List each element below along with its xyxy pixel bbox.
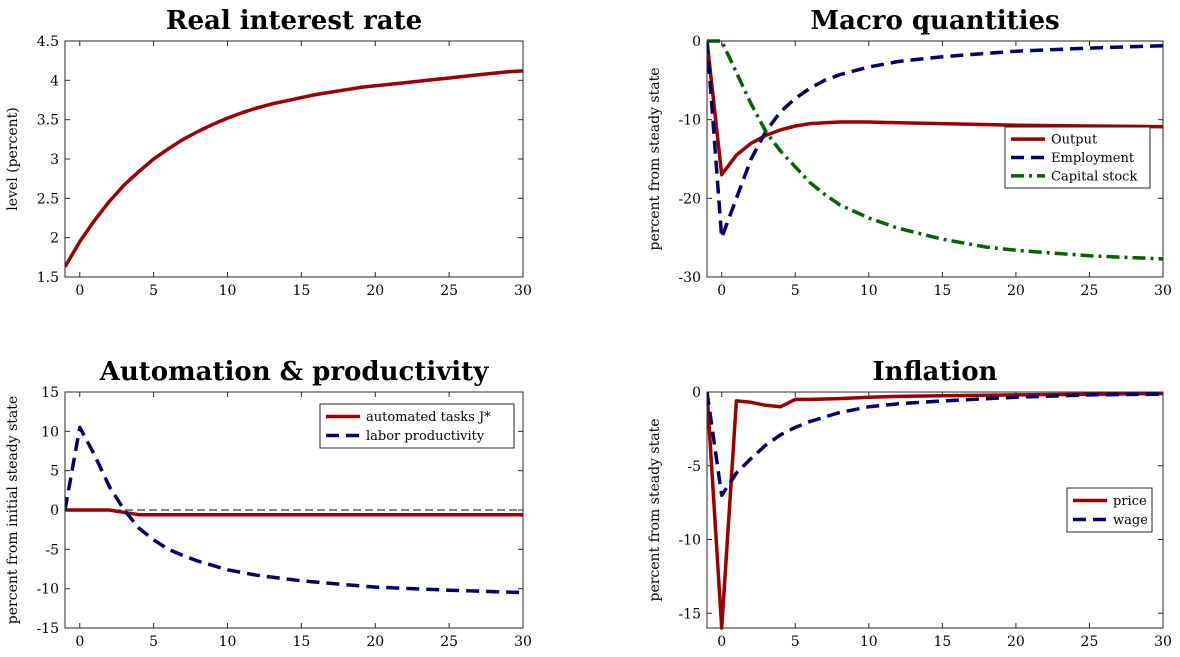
x-tick-label: 10 [860, 634, 878, 650]
y-tick-label: -20 [678, 191, 701, 207]
series-line-wage [707, 391, 1163, 498]
y-tick-label: -10 [678, 113, 701, 129]
legend-entry-label: labor productivity [366, 429, 485, 444]
y-axis-label: level (percent) [5, 107, 21, 211]
legend-entry-label: Capital stock [1051, 169, 1137, 184]
y-tick-label: 4.5 [37, 34, 59, 50]
chart-title: Macro quantities [810, 6, 1059, 36]
x-tick-label: 5 [149, 283, 158, 299]
y-tick-label: -30 [678, 270, 701, 286]
y-tick-label: 15 [41, 385, 59, 401]
x-tick-label: 15 [292, 634, 310, 650]
y-axis-label: percent from steady state [647, 418, 663, 601]
x-tick-label: 30 [1154, 283, 1172, 299]
x-tick-label: 5 [791, 283, 800, 299]
y-tick-label: -10 [678, 533, 701, 549]
x-tick-label: 10 [219, 283, 237, 299]
y-tick-label: -5 [45, 542, 59, 558]
chart-panel-3: Automation & productivity percent from in… [5, 357, 532, 650]
y-tick-label: -10 [36, 582, 59, 598]
y-tick-label: 10 [41, 424, 59, 440]
legend-entry-label: Employment [1051, 151, 1135, 166]
x-tick-label: 10 [219, 634, 237, 650]
legend-entry-label: wage [1113, 513, 1148, 528]
x-tick-label: 20 [366, 283, 384, 299]
y-tick-label: -15 [678, 606, 701, 622]
x-tick-label: 10 [860, 283, 878, 299]
y-tick-label: 2 [50, 231, 59, 247]
plot-frame [706, 40, 1164, 278]
legend-box [1004, 126, 1151, 189]
x-tick-label: 25 [440, 634, 458, 650]
x-tick-label: 15 [933, 634, 951, 650]
x-tick-label: 20 [1007, 283, 1025, 299]
y-tick-label: 0 [692, 385, 701, 401]
y-tick-label: -15 [36, 621, 59, 637]
y-tick-label: 3.5 [37, 113, 59, 129]
y-tick-label: 4 [50, 73, 59, 89]
x-tick-label: 25 [440, 283, 458, 299]
x-tick-label: 20 [366, 634, 384, 650]
chart-title: Inflation [873, 357, 998, 387]
series-line-output [707, 40, 1163, 177]
chart-title: Real interest rate [166, 6, 422, 36]
y-axis-label: percent from steady state [647, 67, 663, 250]
series-line-labor-productivity [65, 425, 523, 595]
x-tick-label: 0 [717, 634, 726, 650]
y-tick-label: 0 [50, 503, 59, 519]
legend-entry-label: Output [1051, 133, 1098, 148]
y-axis-label: percent from initial steady state [5, 396, 21, 624]
x-tick-label: 5 [791, 634, 800, 650]
y-tick-label: 5 [50, 464, 59, 480]
x-tick-label: 20 [1007, 634, 1025, 650]
x-tick-label: 30 [514, 283, 532, 299]
x-tick-label: 25 [1081, 283, 1099, 299]
chart-panel-2: Macro quantities percent from steady stat… [647, 6, 1172, 299]
series-line-employment [707, 40, 1163, 240]
y-tick-label: -5 [687, 459, 701, 475]
legend-entry-label: price [1113, 494, 1147, 509]
y-tick-label: 1.5 [37, 270, 59, 286]
series-line-1 [65, 69, 523, 268]
legend: Output Employment Capital stock [1004, 126, 1151, 189]
legend: automated tasks J* labor productivity [319, 403, 515, 449]
x-tick-label: 30 [514, 634, 532, 650]
chart-panel-4: Inflation percent from steady state 0 5 10 15… [647, 357, 1172, 650]
legend-entry-label: automated tasks J* [366, 410, 491, 425]
x-tick-label: 0 [75, 283, 84, 299]
x-tick-label: 25 [1081, 634, 1099, 650]
legend-box [319, 403, 515, 449]
y-tick-label: 0 [692, 34, 701, 50]
y-tick-label: 2.5 [37, 191, 59, 207]
x-tick-label: 5 [149, 634, 158, 650]
plot-frame [706, 391, 1164, 629]
series-line-capital-stock [707, 39, 1163, 261]
legend-box [1066, 487, 1153, 533]
chart-panel-1: Real interest rate level (percent) 0 5 10 15 2… [5, 6, 532, 299]
series-line-automated-tasks-j- [65, 508, 523, 517]
y-tick-label: 3 [50, 152, 59, 168]
x-tick-label: 15 [292, 283, 310, 299]
series-line-price [707, 391, 1163, 630]
x-tick-label: 0 [717, 283, 726, 299]
x-tick-label: 15 [933, 283, 951, 299]
legend: price wage [1066, 487, 1153, 533]
x-tick-label: 30 [1154, 634, 1172, 650]
chart-title: Automation & productivity [99, 357, 490, 387]
x-tick-label: 0 [75, 634, 84, 650]
